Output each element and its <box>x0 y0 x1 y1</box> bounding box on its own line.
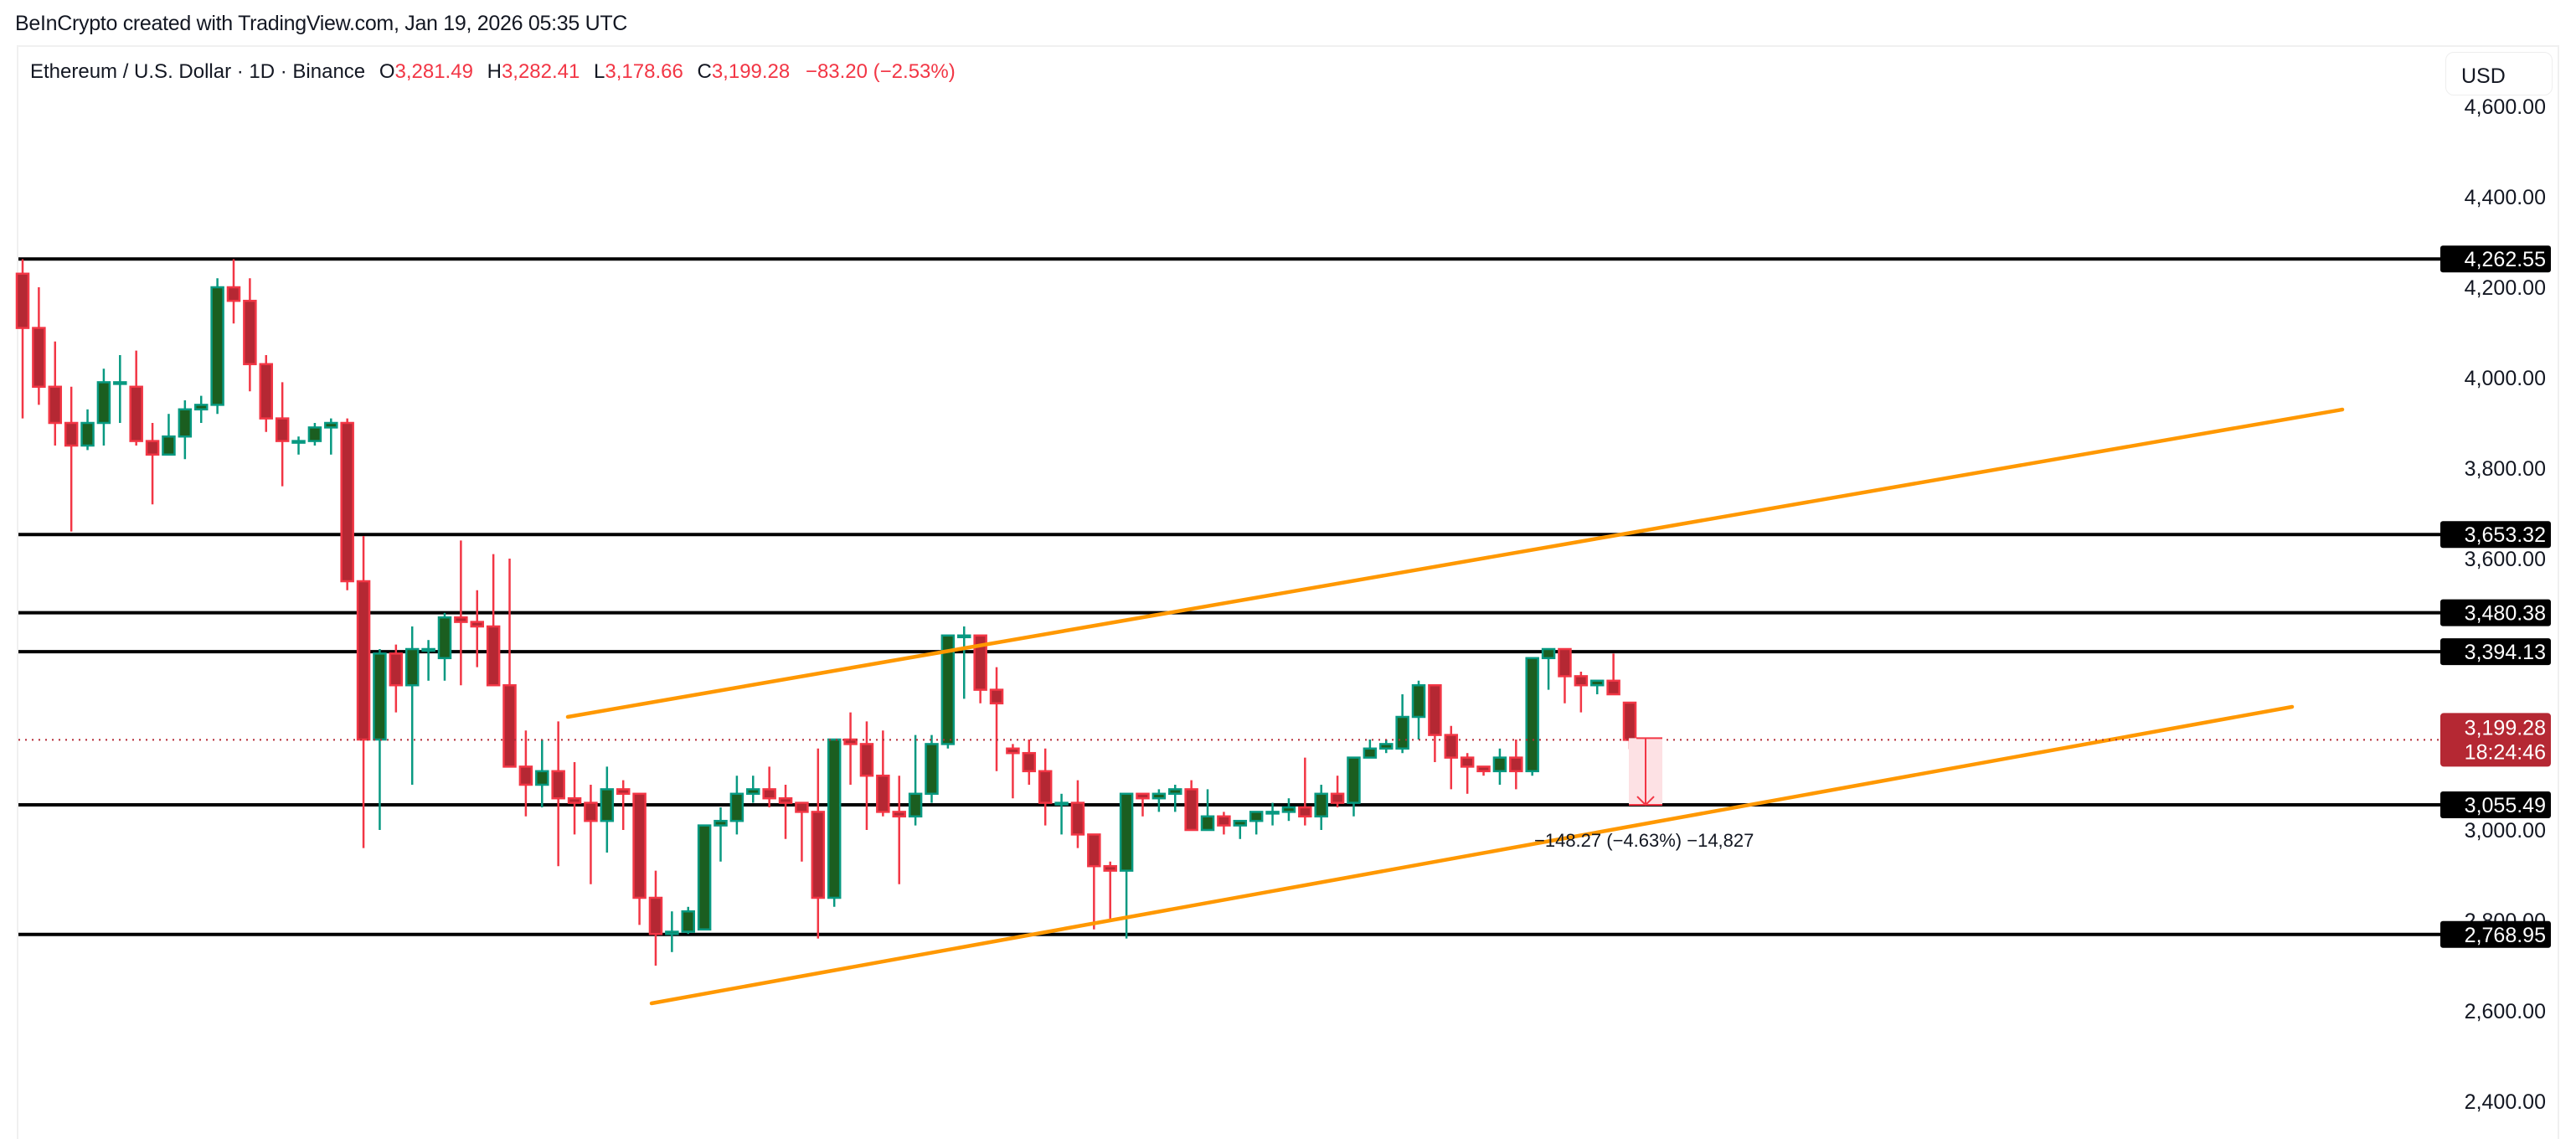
high-label: H <box>487 60 502 83</box>
y-tick-label: 2,400.00 <box>2465 1090 2546 1114</box>
close-label: C <box>697 60 712 83</box>
level-price-tags: 4,262.55 3,653.32 3,480.38 3,394.13 3,055.49… <box>2440 245 2551 948</box>
level-tag <box>2440 521 2551 549</box>
symbol-title[interactable]: Ethereum / U.S. Dollar · 1D · Binance <box>30 60 366 83</box>
channel-lines[interactable] <box>565 407 2345 1006</box>
y-tick-label: 4,600.00 <box>2465 95 2546 119</box>
current-price-tag: 3,199.28 18:24:46 <box>2440 713 2551 767</box>
high-value: 3,282.41 <box>501 60 580 83</box>
symbol-legend: Ethereum / U.S. Dollar · 1D · Binance O3… <box>30 60 956 84</box>
horizontal-levels <box>18 257 2440 936</box>
current-price-tag-bg <box>2440 713 2551 767</box>
open-value: 3,281.49 <box>394 60 473 83</box>
measure-label: −148.27 (−4.63%) −14,827 <box>1534 830 1754 851</box>
arrow-down-icon <box>1636 796 1655 807</box>
level-tag-value: 3,394.13 <box>2465 641 2546 664</box>
chart-credit: BeInCrypto created with TradingView.com,… <box>15 12 628 35</box>
level-tag-value: 4,262.55 <box>2465 248 2546 271</box>
y-tick-label: 3,600.00 <box>2465 548 2546 571</box>
channel-line-upper[interactable] <box>565 407 2345 719</box>
low-label: L <box>594 60 605 83</box>
close-value: 3,199.28 <box>711 60 791 83</box>
y-tick-label: 4,000.00 <box>2465 367 2546 390</box>
level-tag <box>2440 920 2551 948</box>
low-value: 3,178.66 <box>605 60 683 83</box>
measure-tool[interactable]: −148.27 (−4.63%) −14,827 <box>1534 737 1754 851</box>
level-tag <box>2440 599 2551 626</box>
level-tag-value: 3,653.32 <box>2465 523 2546 547</box>
level-tag <box>2440 245 2551 273</box>
y-tick-label: 3,800.00 <box>2465 457 2546 481</box>
currency-button[interactable]: USD <box>2445 52 2553 95</box>
level-tag-value: 2,768.95 <box>2465 924 2546 947</box>
chart-panel[interactable] <box>17 45 2559 1139</box>
level-tag-value: 3,480.38 <box>2465 602 2546 626</box>
current-price-value: 3,199.28 <box>2465 716 2546 740</box>
y-tick-label: 4,400.00 <box>2465 186 2546 209</box>
level-tag <box>2440 791 2551 819</box>
open-label: O <box>379 60 395 83</box>
y-tick-label: 4,200.00 <box>2465 276 2546 300</box>
candlesticks <box>15 259 1637 966</box>
y-tick-label: 3,000.00 <box>2465 819 2546 843</box>
level-tag-value: 3,055.49 <box>2465 794 2546 817</box>
y-tick-label: 2,600.00 <box>2465 1000 2546 1023</box>
change-value: −83.20 (−2.53%) <box>805 60 956 83</box>
channel-line-lower[interactable] <box>649 704 2295 1006</box>
level-tag <box>2440 638 2551 666</box>
bar-countdown: 18:24:46 <box>2465 740 2546 764</box>
